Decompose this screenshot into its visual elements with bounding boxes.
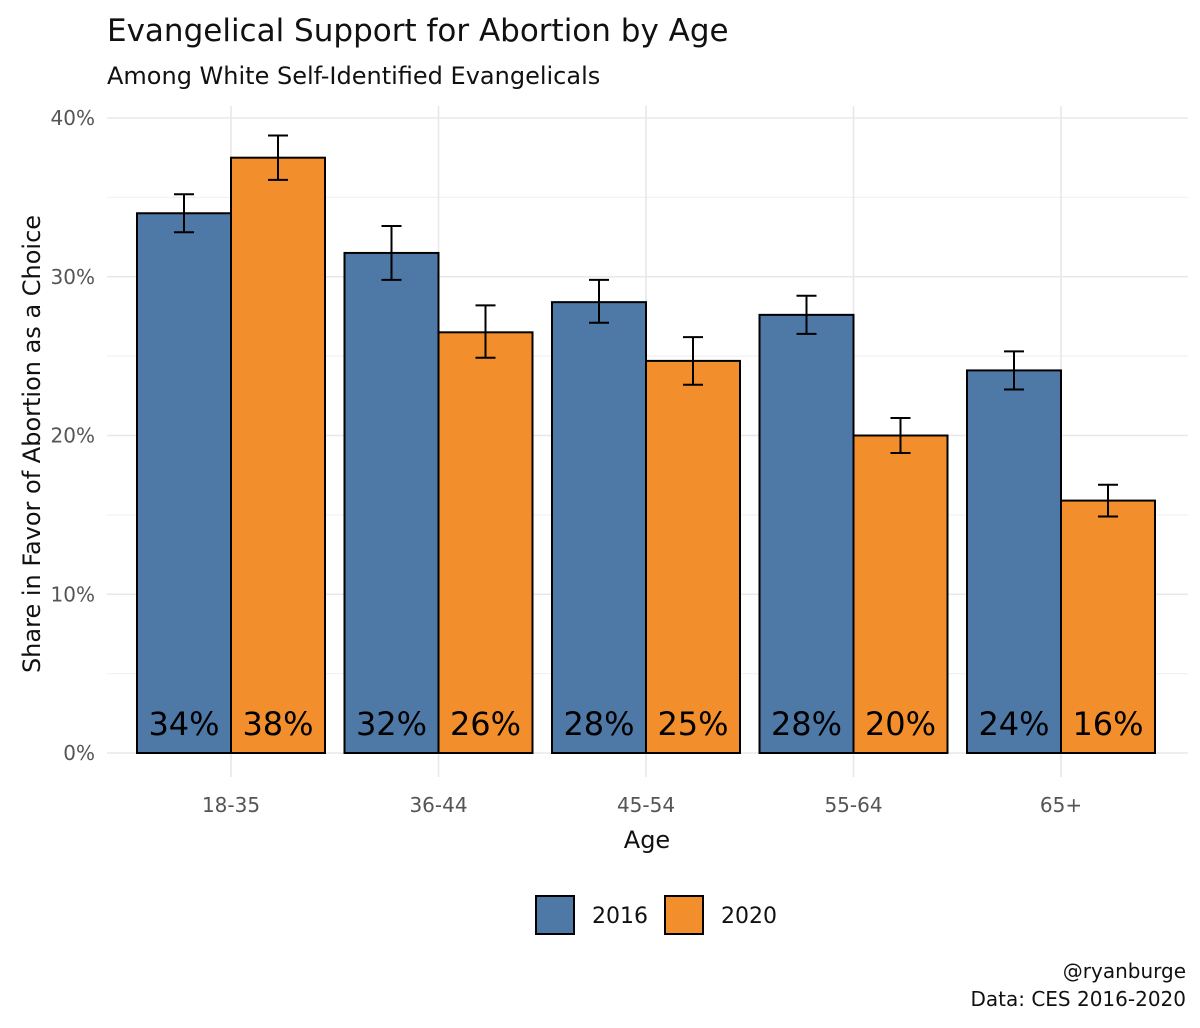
y-tick-label: 0%: [63, 741, 95, 765]
x-axis-title: Age: [624, 826, 670, 854]
y-tick-label: 30%: [51, 265, 95, 289]
error-bar: [589, 278, 609, 324]
bar-2020-65+: [1060, 499, 1156, 754]
bar-value-label: 26%: [450, 705, 521, 743]
error-bar: [796, 294, 817, 335]
bar-2016-18-35: [136, 212, 232, 754]
bar-2016-65+: [966, 369, 1062, 754]
bar-value-label: 16%: [1072, 705, 1143, 743]
x-tick-label: 45-54: [617, 793, 675, 817]
bars: [136, 156, 1156, 754]
bar-2020-36-44: [437, 331, 534, 754]
caption-source: Data: CES 2016-2020: [970, 987, 1186, 1011]
bar-value-label: 34%: [148, 705, 219, 743]
legend-swatch-2020: [664, 895, 704, 935]
x-axis-ticks: 18-35 36-44 45-54 55-64 65+: [202, 793, 1082, 817]
chart-title: Evangelical Support for Abortion by Age: [107, 13, 729, 49]
y-axis-title: Share in Favor of Abortion as a Choice: [18, 215, 46, 673]
y-tick-label: 10%: [51, 582, 95, 606]
error-bar: [1098, 483, 1118, 518]
y-axis-ticks: 0% 10% 20% 30% 40%: [51, 106, 95, 765]
bar-2016-36-44: [343, 251, 440, 754]
bar-value-label: 28%: [563, 705, 634, 743]
chart-subtitle: Among White Self-Identified Evangelicals: [107, 62, 600, 90]
y-tick-label: 20%: [51, 424, 95, 448]
error-bar: [1004, 350, 1024, 391]
bar-2020-45-54: [645, 359, 741, 754]
x-tick-label: 18-35: [202, 793, 260, 817]
bar-value-label: 25%: [657, 705, 728, 743]
x-tick-label: 55-64: [824, 793, 882, 817]
bar-value-label: 38%: [242, 705, 313, 743]
bar-2016-45-54: [551, 301, 647, 754]
caption-credit: @ryanburge: [1063, 959, 1186, 983]
y-tick-label: 40%: [51, 106, 95, 130]
error-bar: [890, 417, 911, 454]
legend-swatch-2016: [535, 895, 575, 935]
error-bar: [683, 336, 703, 386]
bar-value-label: 28%: [771, 705, 842, 743]
x-tick-label: 36-44: [409, 793, 467, 817]
legend: 2016 2020: [535, 895, 777, 935]
bar-value-label: 20%: [865, 705, 936, 743]
bar-value-label: 24%: [978, 705, 1049, 743]
error-bar: [475, 304, 496, 359]
bar-2020-18-35: [230, 156, 326, 754]
legend-label-2020: 2020: [721, 904, 777, 929]
bar-value-label: 32%: [356, 705, 427, 743]
error-bar: [268, 134, 288, 181]
error-bar: [381, 224, 402, 281]
error-bars: [174, 134, 1118, 518]
legend-label-2016: 2016: [592, 904, 648, 929]
bar-2016-55-64: [758, 313, 855, 754]
x-tick-label: 65+: [1040, 793, 1082, 817]
bar-labels: 34% 32% 28% 28% 24% 38% 26% 25% 20% 16%: [148, 705, 1143, 743]
error-bar: [174, 193, 194, 234]
bar-2020-55-64: [852, 434, 949, 754]
